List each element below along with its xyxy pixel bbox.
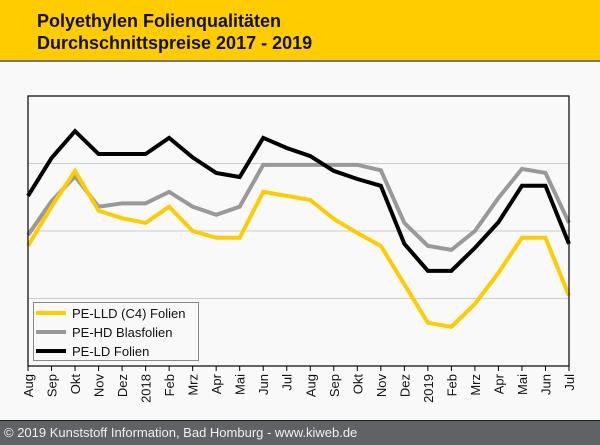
chart-title: Polyethylen Folienqualitäten Durchschnit…	[37, 10, 312, 54]
legend-item-pe-hd: PE-HD Blasfolien	[36, 323, 172, 341]
legend-swatch-pe-ld	[36, 349, 66, 353]
line-chart: Aug Sep Okt Nov Dez 2018 Feb Mrz Apr Mai Jun Jul Aug…	[21, 95, 577, 403]
x-tick-label: Aug	[303, 374, 318, 397]
x-tick-label: Dez	[397, 374, 412, 397]
plot-frame	[27, 95, 570, 367]
title-line-1: Polyethylen Folienqualitäten	[37, 11, 282, 31]
x-tick-label: Sep	[327, 374, 342, 397]
x-tick-label: Okt	[68, 374, 83, 395]
title-line-2: Durchschnittspreise 2017 - 2019	[37, 33, 313, 53]
x-tick-label: Aug	[21, 374, 36, 397]
chart-header: Polyethylen Folienqualitäten Durchschnit…	[0, 0, 600, 62]
series-line-pe-hd-blasfolien	[26, 162, 571, 253]
x-tick-label: Jun	[256, 374, 271, 395]
x-tick-label: Mai	[233, 374, 248, 395]
legend-label-pe-hd: PE-HD Blasfolien	[72, 324, 173, 340]
legend-item-pe-lld: PE-LLD (C4) Folien	[36, 304, 185, 322]
x-tick-label: Mai	[515, 374, 530, 395]
legend-label-pe-lld: PE-LLD (C4) Folien	[72, 305, 186, 321]
x-tick-label: Dez	[115, 374, 130, 397]
x-tick-label: Jul	[562, 374, 577, 391]
legend: PE-LLD (C4) Folien PE-HD Blasfolien PE-L…	[33, 302, 199, 361]
x-tick-label: Mrz	[468, 374, 483, 396]
series-line-pe-lld-c4-folien	[26, 167, 571, 329]
x-tick-label: Jul	[280, 374, 295, 391]
copyright-text: © 2019 Kunststoff Information, Bad Hombu…	[4, 425, 358, 440]
series-line-pe-ld-folien	[26, 128, 571, 273]
x-tick-label: Feb	[444, 374, 459, 396]
x-tick-label: Okt	[350, 374, 365, 395]
x-tick-label: 2019	[421, 374, 436, 403]
x-tick-label: Nov	[374, 374, 389, 398]
x-axis: Aug Sep Okt Nov Dez 2018 Feb Mrz Apr Mai Jun Jul Aug…	[21, 366, 577, 403]
x-tick-label: Feb	[162, 374, 177, 396]
legend-swatch-pe-hd	[36, 330, 66, 334]
x-tick-label: Sep	[45, 374, 60, 397]
legend-swatch-pe-lld	[36, 311, 66, 315]
x-tick-label: Apr	[491, 373, 506, 394]
legend-item-pe-ld: PE-LD Folien	[36, 342, 149, 360]
footer: © 2019 Kunststoff Information, Bad Hombu…	[0, 420, 600, 445]
x-tick-label: Mrz	[186, 374, 201, 396]
legend-label-pe-ld: PE-LD Folien	[72, 343, 150, 359]
x-tick-label: Apr	[209, 373, 224, 394]
x-tick-label: Nov	[92, 374, 107, 398]
x-tick-label: 2018	[139, 374, 154, 403]
x-tick-label: Jun	[538, 374, 553, 395]
series-lines	[26, 128, 571, 329]
